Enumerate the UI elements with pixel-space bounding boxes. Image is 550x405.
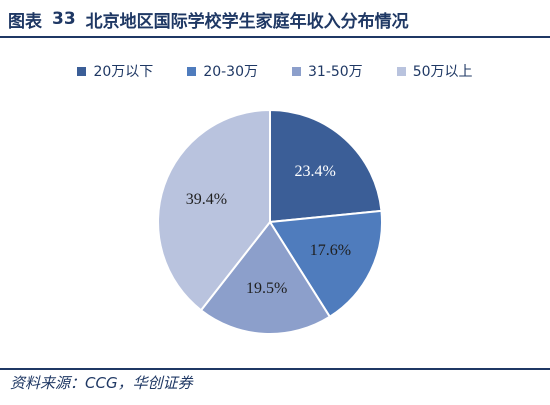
legend-swatch-2 bbox=[292, 66, 301, 76]
pie-data-label-2: 19.5% bbox=[246, 280, 287, 297]
legend-label-1: 20-30万 bbox=[203, 64, 258, 80]
legend-item-3: 50万以上 bbox=[396, 62, 473, 80]
title-prefix: 图表 bbox=[8, 11, 42, 32]
legend-item-2: 31-50万 bbox=[292, 62, 363, 80]
legend-label-0: 20万以下 bbox=[93, 64, 154, 80]
legend-item-1: 20-30万 bbox=[187, 62, 258, 80]
legend-swatch-0 bbox=[77, 66, 87, 76]
legend: 20万以下 20-30万 31-50万 50万以上 bbox=[0, 62, 550, 80]
title-divider bbox=[0, 36, 550, 38]
legend-item-0: 20万以下 bbox=[77, 62, 153, 80]
pie-data-labels: 23.4% 17.6% 19.5% 39.4% bbox=[186, 163, 351, 297]
pie-slice-2 bbox=[199, 220, 332, 335]
pie-data-label-0: 23.4% bbox=[294, 163, 335, 180]
legend-swatch-3 bbox=[396, 66, 406, 76]
pie-data-label-3: 39.4% bbox=[186, 191, 227, 208]
pie-slices bbox=[157, 108, 383, 335]
legend-label-2: 31-50万 bbox=[308, 64, 363, 80]
pie-slice-1 bbox=[268, 209, 383, 319]
pie-slice-0 bbox=[269, 108, 383, 224]
source-divider bbox=[0, 368, 550, 370]
title-text: 北京地区国际学校学生家庭年收入分布情况 bbox=[85, 11, 409, 32]
pie-data-label-1: 17.6% bbox=[310, 242, 351, 259]
title-number: 33 bbox=[52, 9, 76, 29]
legend-label-3: 50万以上 bbox=[412, 64, 473, 80]
chart-title: 图表 33 北京地区国际学校学生家庭年收入分布情况 bbox=[8, 4, 542, 34]
source-note: 资料来源：CCG，华创证券 bbox=[10, 374, 193, 392]
legend-swatch-1 bbox=[187, 66, 197, 76]
pie-slice-3 bbox=[157, 108, 271, 312]
